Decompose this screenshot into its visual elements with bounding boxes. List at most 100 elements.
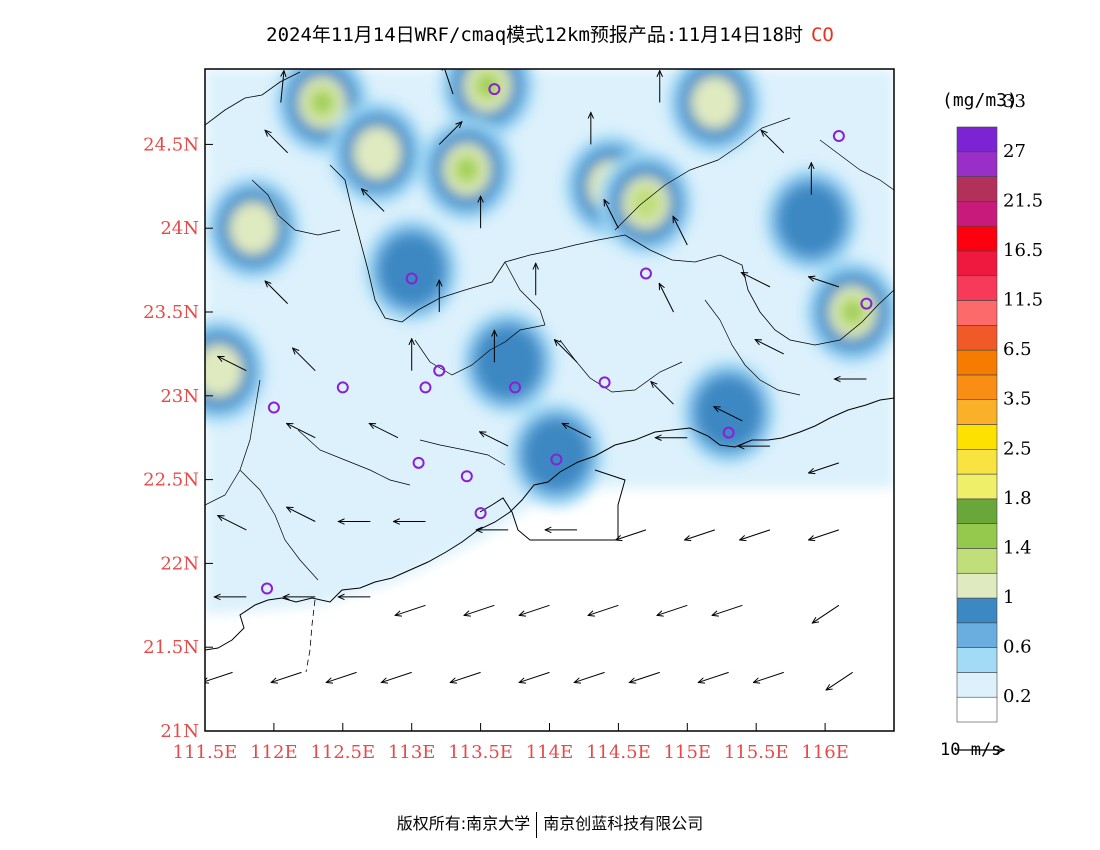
wind-arrow: [604, 200, 619, 229]
colorbar-label: 21.5: [1003, 190, 1043, 211]
colorbar-swatch: [956, 597, 998, 624]
x-tick-label: 114E: [526, 742, 574, 763]
colorbar-label: 2.5: [1003, 438, 1032, 459]
x-tick-label: 112E: [250, 742, 298, 763]
wind-arrow: [753, 671, 784, 682]
station-marker: [405, 272, 418, 285]
wind-arrow: [629, 671, 660, 682]
wind-arrow: [326, 671, 357, 682]
y-tick-label: 23.5N: [143, 302, 199, 323]
wind-arrow: [450, 671, 481, 682]
concentration-patch: [458, 160, 475, 179]
colorbar-label: 16.5: [1003, 240, 1043, 261]
wind-arrow: [740, 529, 771, 540]
colorbar-swatch: [956, 374, 998, 401]
colorbar-swatch: [956, 622, 998, 648]
wind-arrow: [685, 529, 716, 540]
colorbar-swatch: [956, 548, 998, 574]
map-plot-area: [205, 69, 894, 731]
colorbar-label: 27: [1003, 141, 1026, 162]
x-tick-label: 113.5E: [448, 742, 513, 763]
wind-arrow: [443, 69, 454, 95]
title-species: CO: [810, 24, 834, 46]
colorbar-swatch: [956, 325, 998, 351]
wind-arrow: [287, 507, 316, 522]
wind-arrow: [369, 423, 399, 439]
concentration-patch: [779, 184, 844, 256]
wind-arrow: [657, 604, 688, 615]
station-marker: [509, 381, 522, 394]
colorbar-label: 6.5: [1003, 339, 1032, 360]
colorbar-swatch: [956, 126, 998, 153]
colorbar-swatch: [956, 349, 998, 376]
station-marker: [419, 381, 432, 394]
wind-arrow: [812, 604, 840, 623]
wind-arrow: [755, 340, 784, 355]
maritime-boundary: [305, 599, 316, 673]
station-marker: [639, 267, 652, 280]
concentration-field: [205, 69, 894, 615]
prefecture-border: [205, 117, 894, 581]
colorbar-swatch: [956, 473, 998, 500]
y-tick-label: 22N: [160, 553, 199, 574]
concentration-patch: [205, 344, 243, 398]
map-title: 2024年11月14日WRF/cmaq模式12km预报产品:11月14日18时 C…: [0, 20, 1100, 47]
wind-arrow: [281, 71, 284, 103]
wind-arrow: [562, 423, 592, 439]
wind-arrow: [714, 407, 743, 422]
wind-arrow: [698, 671, 729, 682]
colorbar-swatch: [956, 201, 998, 227]
colorbar-label: 1.8: [1003, 488, 1032, 509]
y-tick-label: 23N: [160, 386, 199, 407]
colorbar-swatch: [956, 647, 998, 673]
colorbar-swatch: [956, 300, 998, 326]
station-marker: [598, 376, 611, 389]
x-tick-label: 113E: [388, 742, 436, 763]
x-tick-label: 112.5E: [310, 742, 375, 763]
wind-arrow: [809, 462, 840, 473]
station-marker: [550, 453, 563, 466]
colorbar-label: 1.4: [1003, 537, 1032, 558]
x-tick-label: 114.5E: [586, 742, 651, 763]
wind-arrow: [588, 604, 619, 615]
colorbar-label: 33: [1003, 91, 1026, 112]
colorbar-swatch: [956, 225, 998, 252]
colorbar-label: 11.5: [1003, 290, 1043, 311]
wind-arrow: [438, 122, 462, 145]
y-tick-label: 24N: [160, 218, 199, 239]
wind-scale-label: 10 m/s: [940, 740, 1002, 760]
colorbar-swatch: [956, 448, 998, 475]
colorbar-swatch: [956, 176, 998, 202]
wind-arrow: [741, 273, 771, 288]
wind-arrow: [293, 348, 316, 372]
copyright-footer: 版权所有:南京大学 南京创蓝科技有限公司: [0, 810, 1100, 838]
station-marker: [474, 507, 487, 520]
station-marker: [267, 401, 280, 414]
wind-vectors: [205, 69, 867, 690]
wind-arrow: [464, 604, 495, 615]
colorbar-label: 3.5: [1003, 389, 1032, 410]
colorbar-swatch: [956, 250, 998, 277]
wind-arrow: [519, 604, 550, 615]
colorbar-label: 1: [1003, 587, 1014, 608]
coastal-field: [205, 487, 560, 615]
x-tick-label: 111.5E: [173, 742, 238, 763]
concentration-patch: [353, 126, 402, 180]
footer-right: 南京创蓝科技有限公司: [543, 814, 704, 833]
footer-left: 版权所有:南京大学: [396, 814, 531, 833]
station-marker: [433, 364, 446, 377]
wind-arrow: [395, 604, 426, 615]
wind-arrow: [616, 529, 647, 540]
y-tick-label: 21N: [160, 721, 199, 742]
wind-arrow: [265, 281, 289, 304]
axis-ticks: 111.5E 112E 112.5E 113E 113.5E 114E 114.5E 115E…: [143, 134, 849, 763]
field-shading: [205, 69, 894, 615]
station-marker: [460, 470, 473, 483]
concentration-patch: [479, 76, 496, 95]
footer-separator: [536, 811, 538, 838]
station-marker: [722, 426, 735, 439]
colorbar-swatch: [956, 696, 998, 723]
wind-arrow: [381, 671, 412, 682]
station-marker: [412, 456, 425, 469]
